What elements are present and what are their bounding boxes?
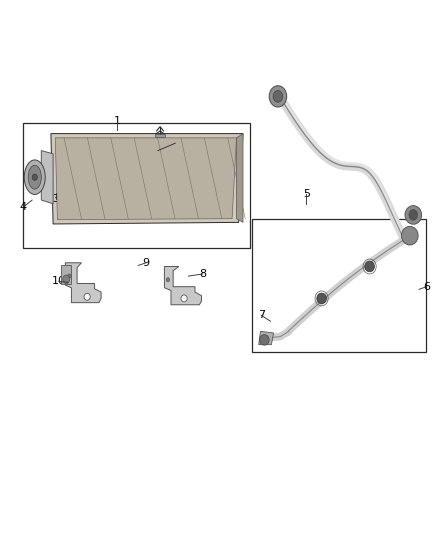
Polygon shape	[41, 151, 53, 204]
Ellipse shape	[402, 227, 418, 245]
Polygon shape	[61, 265, 71, 284]
Ellipse shape	[32, 174, 37, 180]
Ellipse shape	[63, 275, 70, 284]
Polygon shape	[55, 138, 237, 220]
Text: 6: 6	[423, 282, 430, 292]
Text: 7: 7	[258, 310, 265, 320]
Ellipse shape	[181, 295, 187, 302]
Ellipse shape	[405, 206, 422, 224]
Text: 10: 10	[52, 277, 66, 286]
Text: 3: 3	[53, 194, 60, 204]
Bar	[252, 219, 426, 352]
Text: 1: 1	[114, 116, 121, 126]
Ellipse shape	[273, 91, 283, 102]
Ellipse shape	[365, 261, 374, 272]
Ellipse shape	[317, 293, 326, 304]
Ellipse shape	[269, 86, 287, 107]
Text: 4: 4	[20, 202, 27, 212]
Ellipse shape	[28, 165, 41, 189]
Polygon shape	[259, 332, 274, 345]
Text: 9: 9	[142, 258, 150, 268]
Ellipse shape	[24, 160, 45, 195]
Ellipse shape	[67, 274, 71, 278]
Text: 5: 5	[303, 189, 310, 199]
Bar	[22, 123, 250, 248]
Polygon shape	[237, 134, 243, 222]
Text: 2: 2	[172, 138, 179, 148]
Polygon shape	[65, 263, 101, 303]
Ellipse shape	[409, 209, 418, 220]
Ellipse shape	[166, 278, 170, 282]
Ellipse shape	[84, 293, 90, 300]
Ellipse shape	[260, 335, 269, 345]
Text: 8: 8	[199, 269, 206, 279]
Bar	[155, 134, 165, 138]
Polygon shape	[51, 134, 243, 224]
Polygon shape	[164, 266, 201, 305]
